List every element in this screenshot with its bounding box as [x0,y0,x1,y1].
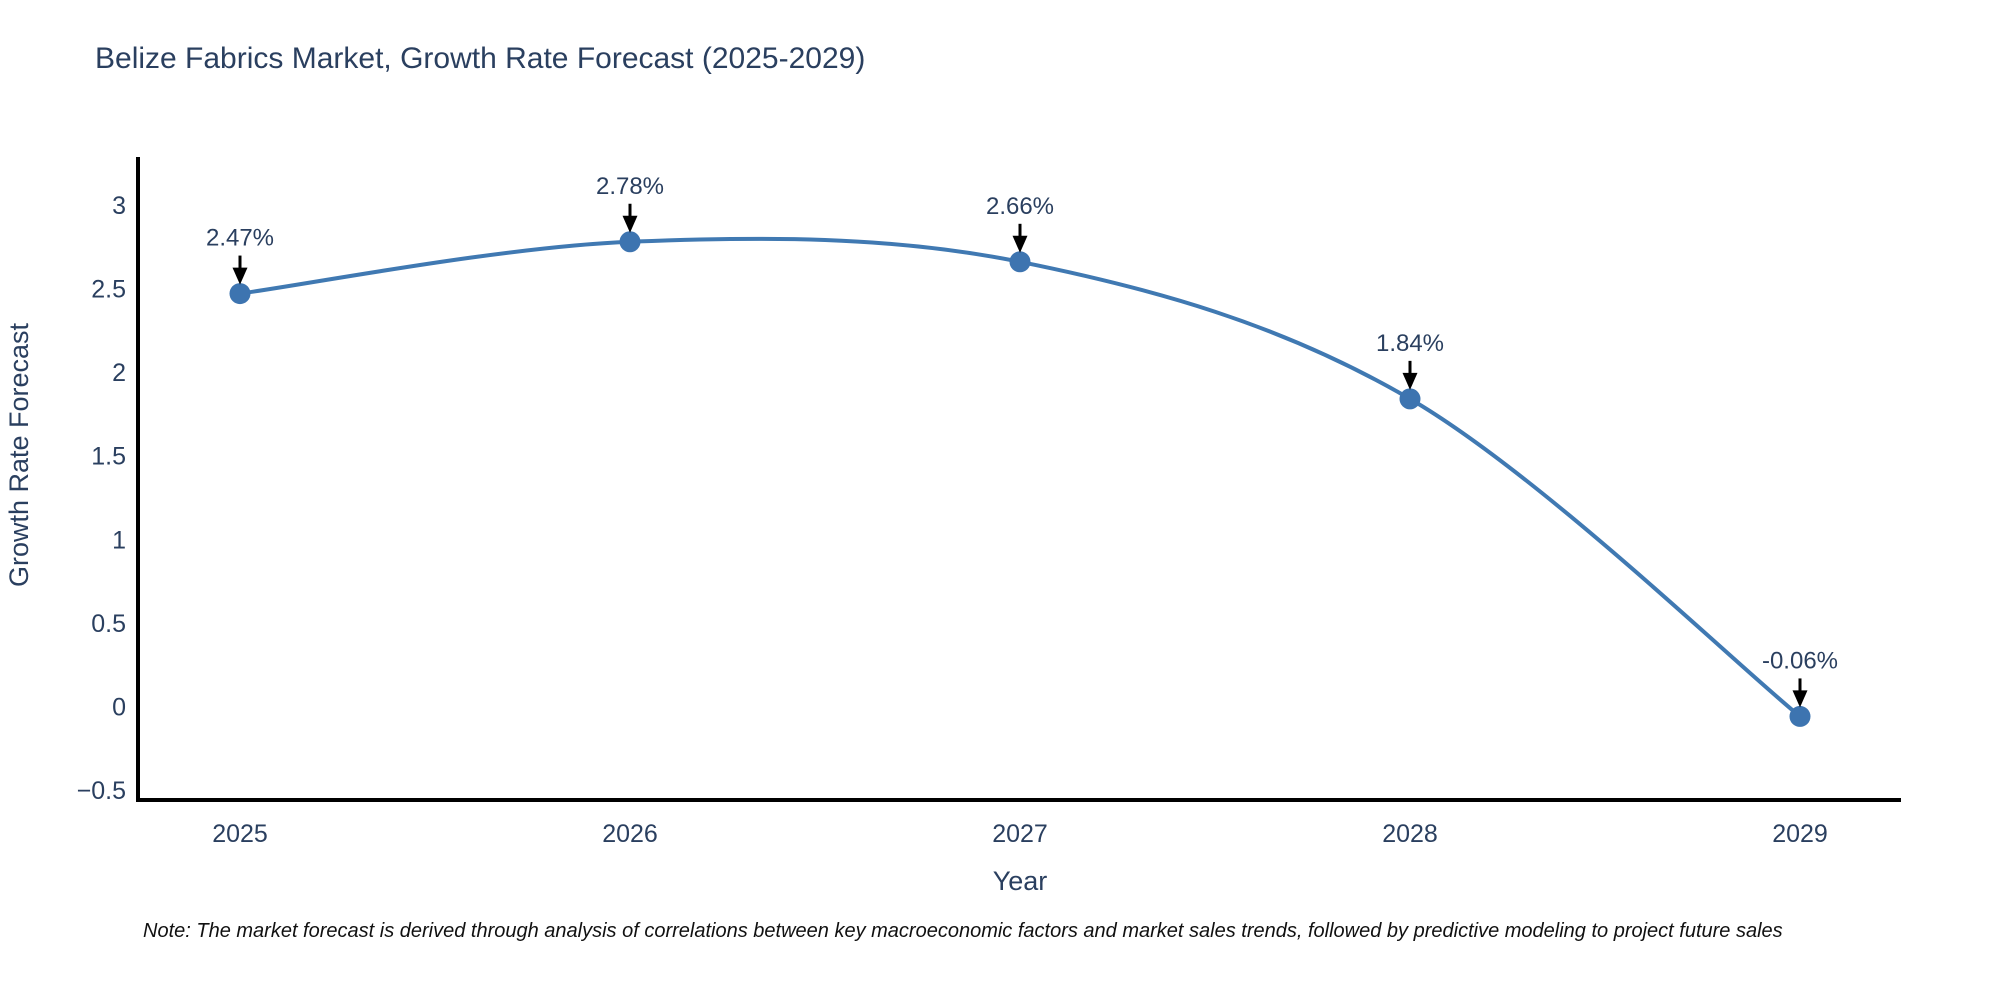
data-point-label: 2.47% [206,225,274,252]
annotation-arrow-head [622,215,638,233]
x-tick-label: 2027 [992,820,1048,848]
data-point-marker [619,231,641,253]
data-point-label: 2.78% [596,173,664,200]
y-tick-label: 0 [112,693,126,721]
x-tick-label: 2028 [1382,820,1438,848]
data-point-marker [229,283,251,305]
x-tick-label: 2029 [1772,820,1828,848]
y-tick-label: 3 [112,192,126,220]
annotation-arrow-head [232,267,248,285]
chart-title: Belize Fabrics Market, Growth Rate Forec… [95,42,865,75]
data-point-marker [1399,388,1421,410]
x-axis-tick-labels: 2025 2026 2027 2028 2029 [212,820,1828,848]
data-point-label: 1.84% [1376,330,1444,357]
y-tick-label: −0.5 [77,777,126,805]
data-point-annotations: 2.47% 2.78% 2.66% 1.84% -0.06% [206,173,1838,708]
y-tick-label: 1 [112,526,126,554]
y-tick-label: 0.5 [91,610,126,638]
annotation-arrow-head [1012,235,1028,253]
y-tick-label: 2.5 [91,276,126,304]
x-tick-label: 2026 [602,820,658,848]
forecast-line [239,236,1802,718]
data-point-markers [229,231,1811,727]
y-axis-tick-labels: 3 2.5 2 1.5 1 0.5 0 −0.5 [77,192,126,805]
data-point-marker [1789,705,1811,727]
x-axis-title: Year [993,866,1048,896]
footnote: Note: The market forecast is derived thr… [143,920,1783,942]
annotation-arrow-head [1792,690,1808,708]
y-axis-title: Growth Rate Forecast [4,322,34,587]
y-tick-label: 2 [112,359,126,387]
x-tick-label: 2025 [212,820,268,848]
annotation-arrow-head [1402,372,1418,390]
data-point-label: -0.06% [1762,647,1838,674]
y-tick-label: 1.5 [91,443,126,471]
data-point-label: 2.66% [986,193,1054,220]
data-point-marker [1009,251,1031,273]
